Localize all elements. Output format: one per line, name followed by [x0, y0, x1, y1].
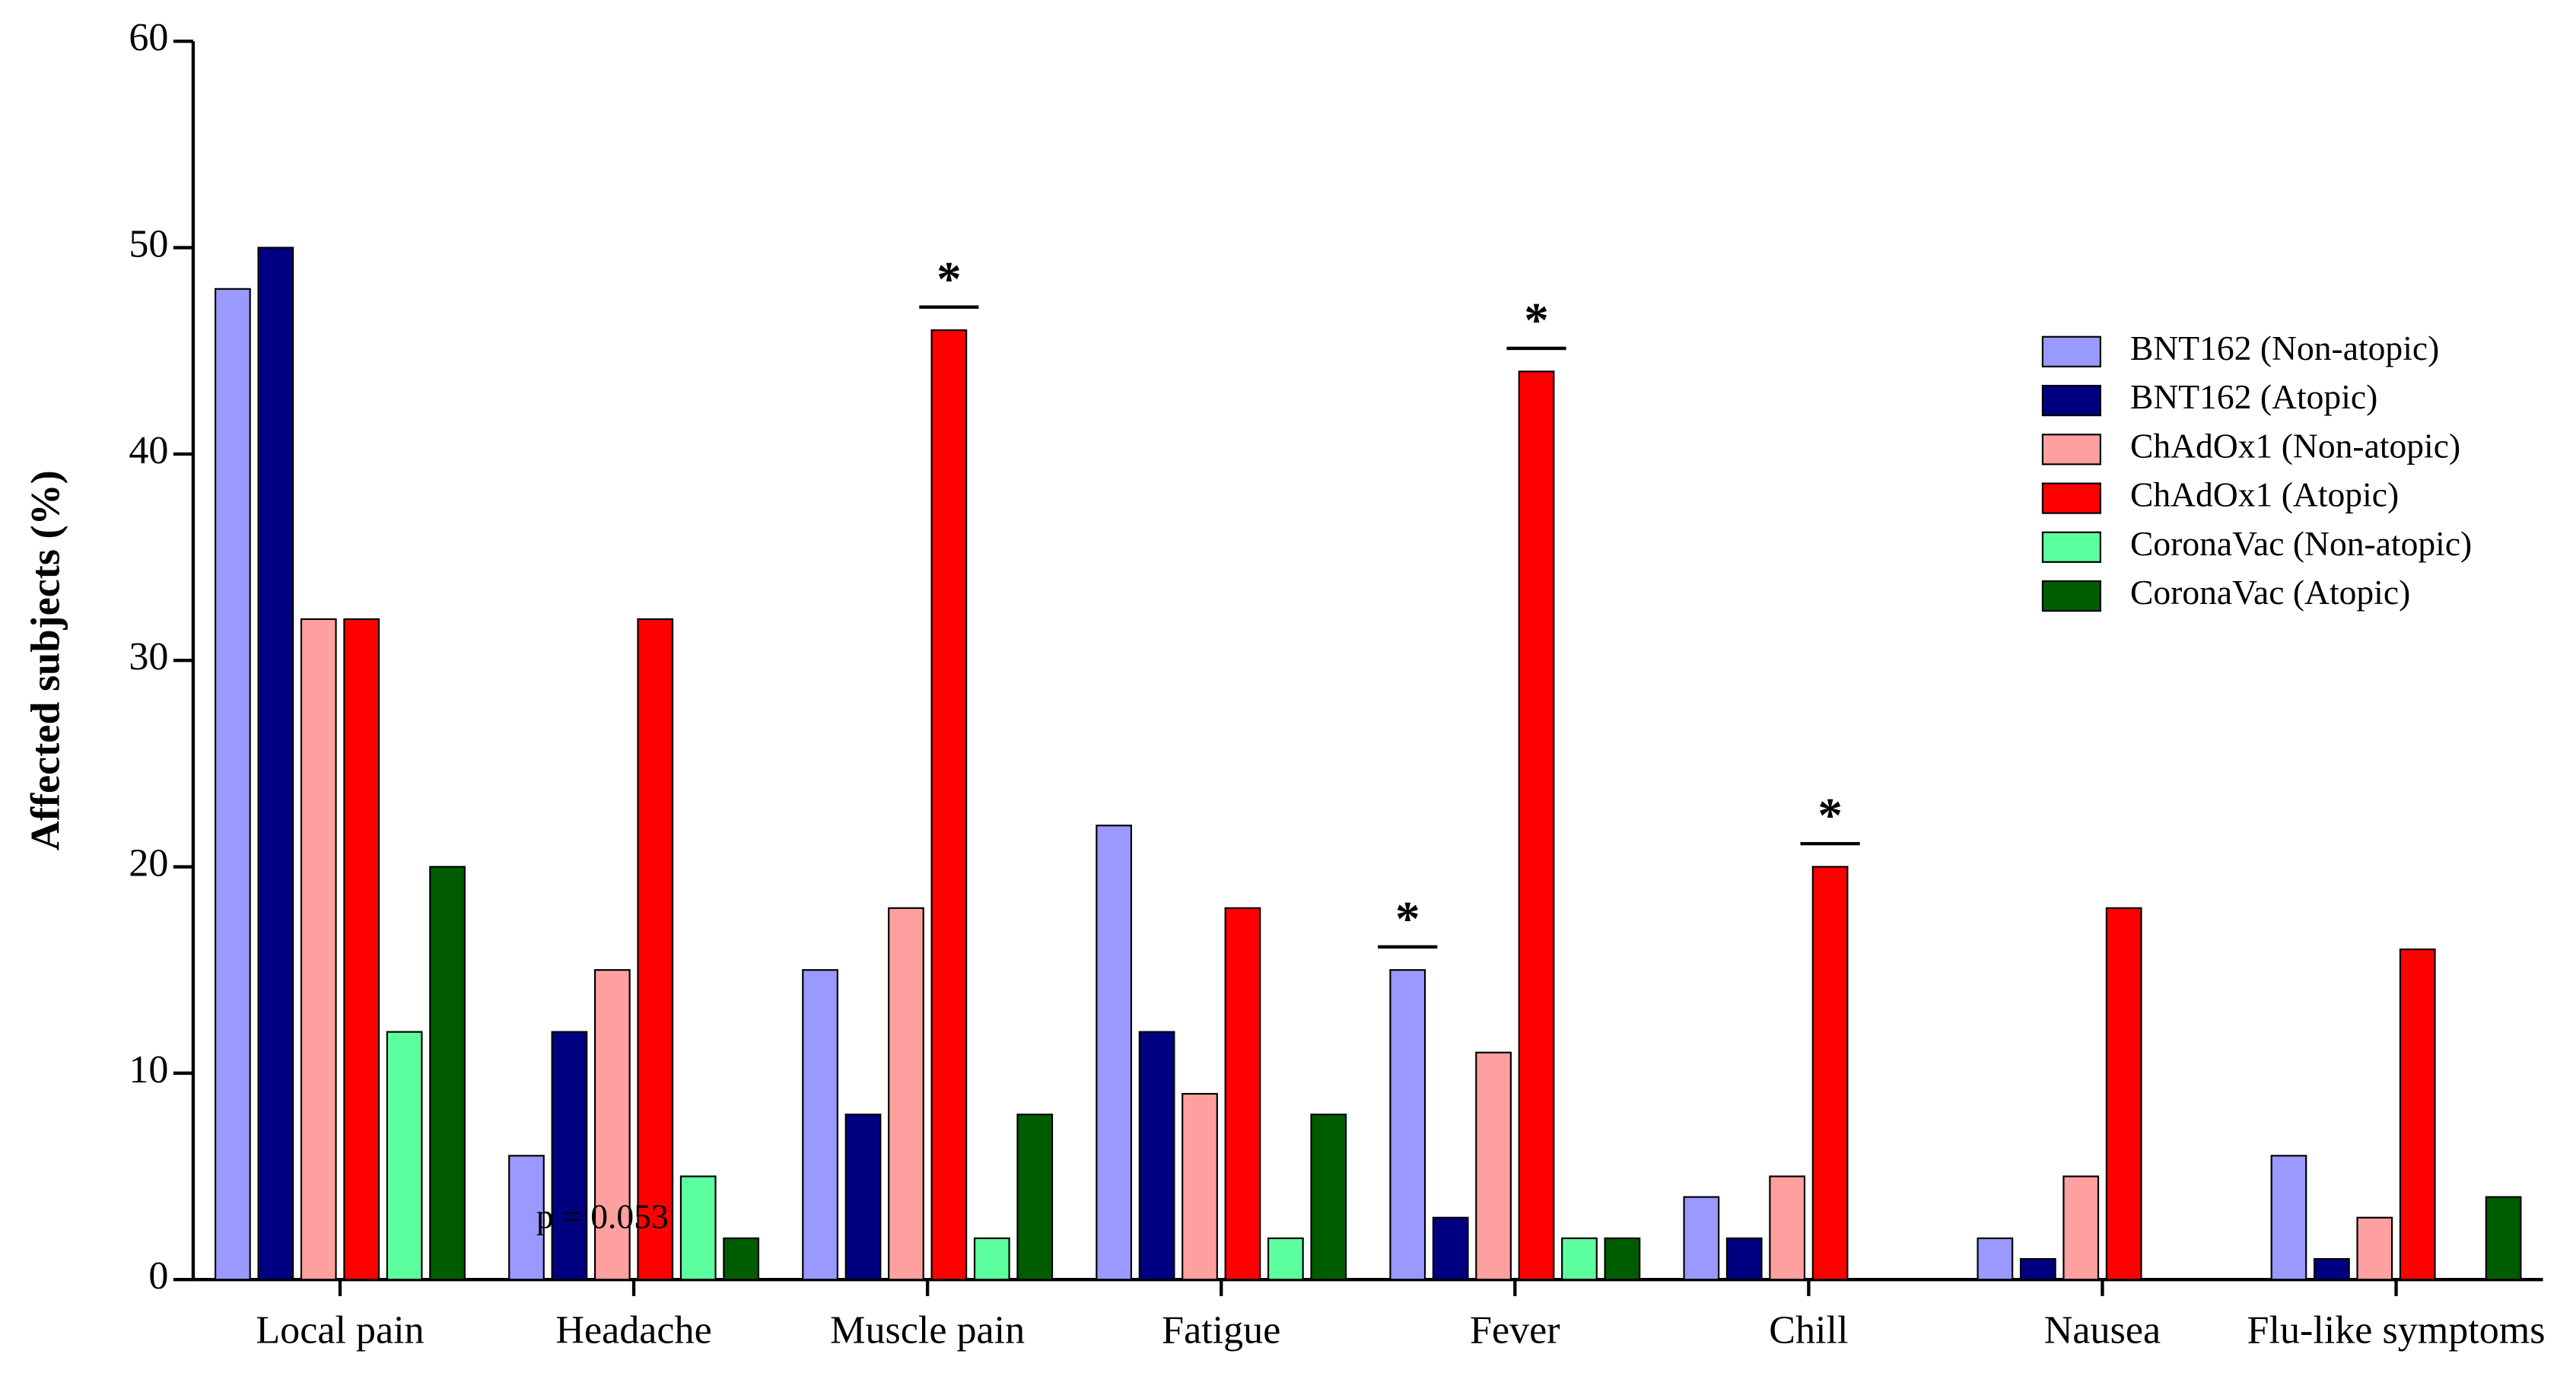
bar — [1224, 907, 1261, 1281]
bar — [1016, 1114, 1054, 1281]
bar — [844, 1114, 882, 1281]
legend-label: BNT162 (Atopic) — [2130, 377, 2377, 416]
legend-swatch — [2041, 531, 2101, 563]
significance-mark: * — [1395, 891, 1420, 946]
bar — [1389, 969, 1426, 1281]
bar — [215, 288, 251, 1281]
bar — [1561, 1237, 1598, 1281]
bar — [300, 618, 337, 1281]
bar — [429, 866, 466, 1281]
bar — [802, 969, 838, 1281]
bar — [1432, 1216, 1469, 1281]
bar — [2356, 1216, 2393, 1281]
bar — [1769, 1175, 1806, 1281]
bar — [1977, 1237, 2014, 1281]
bar — [257, 246, 294, 1281]
legend-label: ChAdOx1 (Atopic) — [2130, 475, 2399, 514]
bar — [1604, 1237, 1641, 1281]
bar — [888, 907, 924, 1281]
legend-swatch — [2041, 434, 2101, 466]
bar — [1267, 1237, 1304, 1281]
x-tick-label: Muscle pain — [830, 1309, 1025, 1352]
bar — [2485, 1196, 2522, 1281]
y-tick-label: 10 — [129, 1048, 168, 1092]
y-tick-label: 50 — [129, 223, 168, 266]
legend-label: CoronaVac (Atopic) — [2130, 573, 2410, 612]
bar — [386, 1031, 423, 1281]
legend-label: CoronaVac (Non-atopic) — [2130, 524, 2472, 563]
y-tick-label: 30 — [129, 635, 168, 679]
y-tick-label: 20 — [129, 841, 168, 885]
bar — [2399, 948, 2436, 1281]
x-tick-label: Headache — [555, 1309, 711, 1352]
bar — [2062, 1175, 2100, 1281]
bar — [2105, 907, 2142, 1281]
bar — [1138, 1031, 1175, 1281]
bar — [930, 329, 968, 1281]
bar — [679, 1175, 717, 1281]
significance-mark: * — [937, 252, 962, 307]
x-tick-label: Chill — [1769, 1309, 1848, 1352]
legend-label: ChAdOx1 (Non-atopic) — [2130, 426, 2460, 465]
y-tick-label: 40 — [129, 429, 168, 472]
y-tick-label: 0 — [148, 1254, 168, 1298]
legend-swatch — [2041, 384, 2101, 417]
bar — [2019, 1257, 2056, 1281]
y-axis-label: Affected subjects (%) — [23, 470, 68, 850]
legend-label: BNT162 (Non-atopic) — [2130, 329, 2439, 367]
bar — [1181, 1092, 1218, 1281]
x-tick-label: Flu-like symptoms — [2247, 1309, 2546, 1352]
legend-swatch — [2041, 580, 2101, 612]
legend-swatch — [2041, 335, 2101, 367]
x-tick-label: Nausea — [2044, 1309, 2161, 1352]
bar — [1518, 370, 1555, 1281]
x-tick-label: Local pain — [256, 1309, 424, 1352]
bar — [1096, 825, 1133, 1281]
bar — [1811, 866, 1849, 1281]
bar — [973, 1237, 1010, 1281]
bar — [593, 969, 631, 1281]
bar — [551, 1031, 588, 1281]
significance-mark: * — [1524, 294, 1549, 348]
legend-swatch — [2041, 482, 2101, 514]
bar — [2270, 1155, 2307, 1281]
p-value-label: p = 0.053 — [536, 1197, 669, 1235]
significance-mark: * — [1818, 789, 1843, 844]
y-tick-label: 60 — [129, 16, 168, 59]
bar — [723, 1237, 760, 1281]
x-tick-label: Fever — [1470, 1309, 1560, 1352]
bar — [508, 1155, 545, 1281]
bar — [343, 618, 380, 1281]
bar — [1725, 1237, 1763, 1281]
bar — [1475, 1051, 1512, 1281]
bar — [637, 618, 674, 1281]
bar — [1683, 1196, 1720, 1281]
x-tick-label: Fatigue — [1162, 1309, 1280, 1352]
bar — [2314, 1257, 2350, 1281]
bar — [1310, 1114, 1347, 1281]
